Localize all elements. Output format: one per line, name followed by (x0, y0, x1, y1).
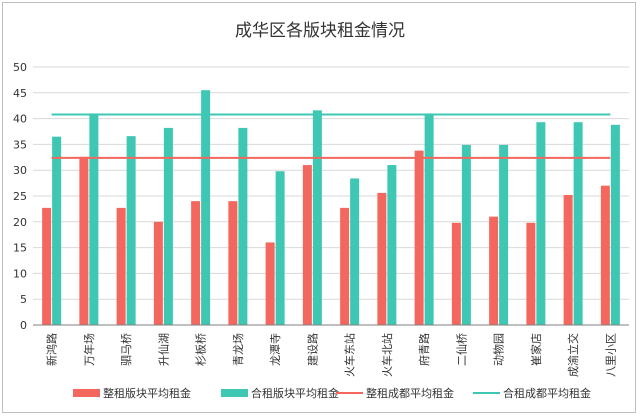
y-tick-label: 30 (13, 164, 27, 177)
bar-zhengzu (563, 194, 573, 325)
x-category-label: 府青路 (417, 333, 431, 366)
y-tick-label: 5 (20, 293, 27, 306)
bar-hezu (52, 136, 62, 325)
x-axis-labels: 新鸿路 万年场 驷马桥 升仙湖 杉板桥 青龙场 龙潭寺 建设路 火车东站 火车北站 府青路 二仙桥 动物… (45, 333, 618, 377)
bar-hezu (461, 144, 471, 325)
bar-hezu (126, 136, 136, 325)
legend: 整租版块平均租金 合租版块平均租金 整租成都平均租金 合租成都平均租金 (73, 386, 591, 400)
bar-hezu (350, 178, 360, 325)
x-category-label: 火车东站 (343, 333, 357, 377)
x-category-label: 火车北站 (380, 333, 394, 377)
x-category-label: 二仙桥 (455, 333, 468, 366)
bar-hezu (275, 171, 285, 325)
y-tick-label: 50 (13, 61, 27, 74)
bar-zhengzu (489, 216, 499, 325)
bar-hezu (89, 113, 99, 325)
legend-label: 合租版块平均租金 (251, 386, 339, 400)
x-category-label: 崔家店 (529, 333, 543, 366)
legend-swatch (73, 389, 100, 397)
bar-zhengzu (265, 242, 275, 325)
bar-hezu (238, 127, 248, 325)
y-axis-ticks: 0 5 10 15 20 25 30 35 40 45 50 (13, 61, 27, 332)
y-tick-label: 45 (13, 87, 27, 100)
bar-zhengzu (526, 222, 536, 325)
legend-swatch (221, 389, 248, 397)
x-category-label: 万年场 (82, 333, 96, 366)
bar-zhengzu (340, 207, 350, 325)
y-tick-label: 35 (13, 138, 27, 151)
x-category-label: 成渝立交 (566, 333, 580, 377)
bar-hezu (424, 113, 434, 325)
bar-zhengzu (414, 150, 424, 325)
bar-zhengzu (228, 201, 238, 325)
bar-zhengzu (302, 165, 312, 325)
x-category-label: 建设路 (305, 333, 319, 366)
bar-zhengzu (191, 201, 201, 325)
chart-frame: 成华区各版块租金情况 0 5 10 15 20 25 30 35 40 45 50 新鸿路 万年场 驷马… (2, 2, 636, 413)
bar-hezu (387, 165, 397, 325)
bar-chart: 成华区各版块租金情况 0 5 10 15 20 25 30 35 40 45 50 新鸿路 万年场 驷马… (13, 21, 629, 400)
y-tick-label: 15 (13, 242, 27, 255)
x-category-label: 升仙湖 (157, 333, 170, 366)
bars (42, 90, 620, 326)
average-lines (51, 113, 611, 159)
bar-zhengzu (116, 207, 126, 325)
chart-title: 成华区各版块租金情况 (235, 21, 405, 41)
bar-hezu (536, 122, 546, 325)
y-tick-label: 20 (13, 216, 27, 229)
bar-hezu (201, 90, 211, 325)
x-category-label: 杉板桥 (194, 333, 208, 366)
x-category-label: 青龙场 (231, 333, 245, 366)
x-category-label: 八里小区 (604, 333, 617, 377)
bar-hezu (163, 127, 173, 325)
bar-hezu (573, 122, 583, 325)
bar-zhengzu (42, 207, 52, 325)
y-tick-label: 25 (13, 190, 27, 203)
x-category-label: 驷马桥 (120, 333, 133, 366)
x-category-label: 新鸿路 (45, 333, 59, 366)
x-category-label: 动物园 (492, 333, 506, 366)
bar-zhengzu (79, 156, 89, 325)
x-category-label: 龙潭寺 (269, 333, 282, 366)
y-tick-label: 10 (13, 267, 27, 280)
bar-zhengzu (451, 222, 461, 325)
bar-zhengzu (377, 192, 387, 325)
legend-label: 合租成都平均租金 (503, 386, 591, 400)
bar-zhengzu (600, 185, 610, 325)
legend-label: 整租成都平均租金 (366, 386, 454, 400)
bar-hezu (610, 124, 620, 326)
legend-label: 整租版块平均租金 (103, 386, 191, 400)
y-tick-label: 0 (20, 319, 27, 332)
bar-zhengzu (153, 221, 163, 325)
bar-hezu (312, 110, 322, 326)
bar-hezu (499, 144, 509, 325)
y-tick-label: 40 (13, 113, 27, 126)
